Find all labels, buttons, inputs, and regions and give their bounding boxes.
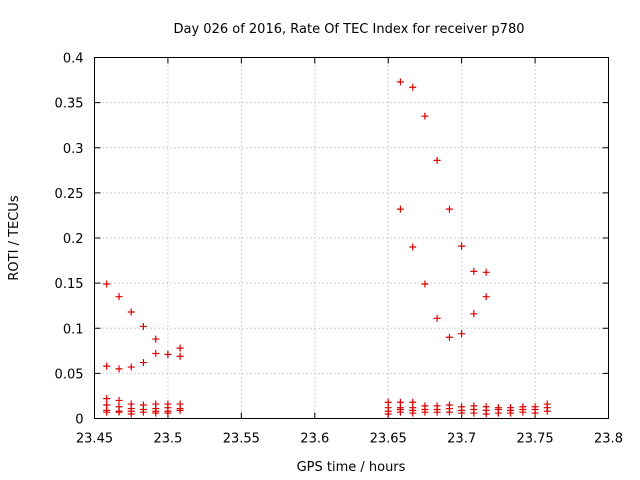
data-point-marker (433, 314, 441, 322)
data-point-marker (115, 396, 123, 404)
data-point-marker (115, 365, 123, 373)
data-point-marker (103, 362, 111, 370)
data-point-marker (139, 408, 147, 416)
data-point-marker (115, 293, 123, 301)
data-point-marker (152, 350, 160, 358)
data-point-marker (103, 280, 111, 288)
x-tick-label: 23.7 (447, 432, 476, 447)
x-tick-label: 23.65 (370, 432, 407, 447)
data-point-marker (421, 408, 429, 416)
x-tick-label: 23.55 (223, 432, 260, 447)
x-tick-label: 23.8 (594, 432, 623, 447)
y-tick-label: 0.15 (55, 277, 84, 292)
x-tick-label: 23.45 (76, 432, 113, 447)
y-tick-label: 0.05 (55, 367, 84, 382)
data-point-marker (103, 408, 111, 416)
x-tick-label: 23.6 (300, 432, 329, 447)
y-tick-label: 0.2 (63, 232, 84, 247)
data-point-marker (470, 310, 478, 318)
x-axis-label: GPS time / hours (297, 460, 406, 475)
x-tick-label: 23.5 (153, 432, 182, 447)
data-point-marker (543, 407, 551, 415)
data-point-marker (152, 409, 160, 417)
x-tick-label: 23.75 (516, 432, 553, 447)
y-tick-label: 0.4 (63, 52, 84, 67)
data-point-marker (445, 333, 453, 341)
data-point-marker (458, 330, 466, 338)
x-tick-labels: 23.45 23.5 23.55 23.6 23.65 23.7 23.75 23.8 (76, 432, 623, 447)
data-point-marker (164, 409, 172, 417)
data-point-marker (421, 112, 429, 120)
data-point-marker (482, 410, 490, 418)
data-point-marker (127, 363, 135, 371)
chart-title: Day 026 of 2016, Rate Of TEC Index for r… (174, 22, 525, 37)
data-points (103, 78, 551, 418)
data-point-marker (531, 409, 539, 417)
data-point-marker (127, 410, 135, 418)
data-point-marker (482, 268, 490, 276)
data-point-marker (445, 408, 453, 416)
data-point-marker (409, 243, 417, 251)
data-point-marker (396, 408, 404, 416)
data-point-marker (445, 205, 453, 213)
data-point-marker (458, 242, 466, 250)
data-point-marker (421, 280, 429, 288)
data-point-marker (519, 408, 527, 416)
y-tick-label: 0 (75, 413, 83, 428)
data-point-marker (433, 408, 441, 416)
data-point-marker (164, 350, 172, 358)
data-point-marker (396, 205, 404, 213)
data-point-marker (384, 410, 392, 418)
y-axis-label: ROTI / TECUs (7, 195, 22, 280)
y-tick-label: 0.1 (63, 322, 84, 337)
data-point-marker (470, 409, 478, 417)
data-point-marker (176, 406, 184, 414)
data-point-marker (127, 308, 135, 316)
data-point-marker (103, 395, 111, 403)
data-point-marker (494, 409, 502, 417)
data-point-marker (176, 352, 184, 360)
data-point-marker (176, 344, 184, 352)
data-point-marker (470, 267, 478, 275)
y-tick-label: 0.3 (63, 142, 84, 157)
grid (94, 57, 609, 419)
data-point-marker (409, 83, 417, 91)
y-tick-labels: 0 0.05 0.1 0.15 0.2 0.25 0.3 0.35 0.4 (55, 52, 84, 428)
data-point-marker (433, 156, 441, 164)
data-point-marker (139, 322, 147, 330)
data-point-marker (409, 409, 417, 417)
y-tick-label: 0.35 (55, 97, 84, 112)
plot-frame (94, 57, 609, 419)
y-tick-label: 0.25 (55, 187, 84, 202)
data-point-marker (396, 78, 404, 86)
data-point-marker (139, 359, 147, 367)
data-point-marker (115, 408, 123, 416)
data-point-marker (507, 409, 515, 417)
data-point-marker (482, 293, 490, 301)
data-point-marker (152, 335, 160, 343)
data-point-marker (458, 409, 466, 417)
